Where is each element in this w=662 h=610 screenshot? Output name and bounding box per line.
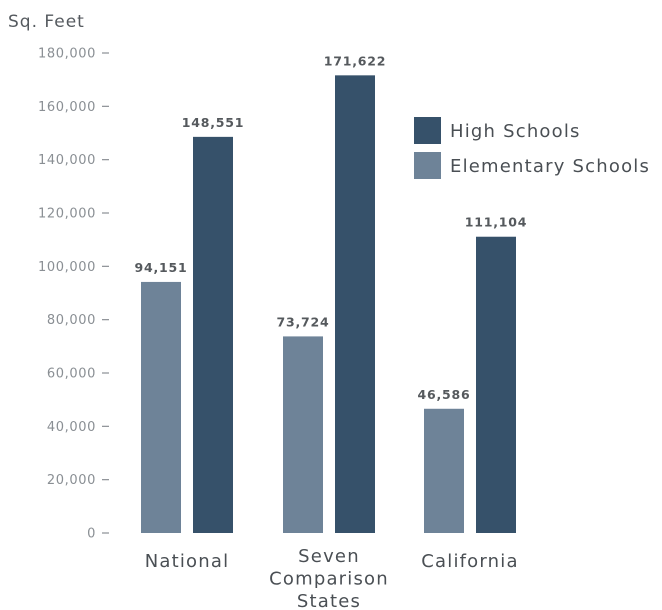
y-tick-label: 140,000	[38, 153, 96, 168]
bar-elementary-schools	[424, 408, 464, 533]
y-tick-label: 60,000	[47, 367, 96, 382]
x-category-label: Comparison	[269, 569, 389, 590]
y-axis-label: Sq. Feet	[8, 12, 85, 32]
legend-swatch	[414, 117, 441, 144]
data-label: 171,622	[324, 53, 387, 68]
y-tick-label: 120,000	[38, 207, 96, 222]
x-category-label: National	[145, 551, 230, 572]
bar-high-schools	[193, 136, 233, 533]
y-tick-label: 0	[87, 527, 96, 542]
legend-label: Elementary Schools	[450, 156, 650, 177]
x-category-label: States	[297, 591, 361, 610]
data-label: 111,104	[465, 215, 528, 230]
bar-elementary-schools	[283, 336, 323, 533]
y-axis: 0 20,000 40,000 60,000 80,000 100,000 120,000 1…	[38, 47, 109, 542]
x-category-label: Seven	[298, 546, 360, 567]
bar-high-schools	[335, 75, 375, 533]
y-tick-label: 180,000	[38, 47, 96, 62]
y-tick-label: 80,000	[47, 313, 96, 328]
bar-elementary-schools	[141, 281, 181, 533]
y-tick-label: 20,000	[47, 473, 96, 488]
x-category-label: California	[421, 551, 518, 572]
legend-swatch	[414, 152, 441, 179]
legend: High Schools Elementary Schools	[414, 117, 650, 179]
bars	[141, 75, 516, 534]
legend-label: High Schools	[450, 121, 581, 142]
value-labels: 94,151 73,724 46,586 148,551 171,622 111,104	[134, 53, 528, 402]
y-tick-label: 160,000	[38, 100, 96, 115]
data-label: 94,151	[134, 260, 187, 275]
y-tick-label: 100,000	[38, 260, 96, 275]
data-label: 148,551	[182, 115, 245, 130]
y-tick-label: 40,000	[47, 420, 96, 435]
bar-high-schools	[476, 236, 516, 534]
data-label: 73,724	[276, 314, 329, 329]
data-label: 46,586	[417, 387, 470, 402]
